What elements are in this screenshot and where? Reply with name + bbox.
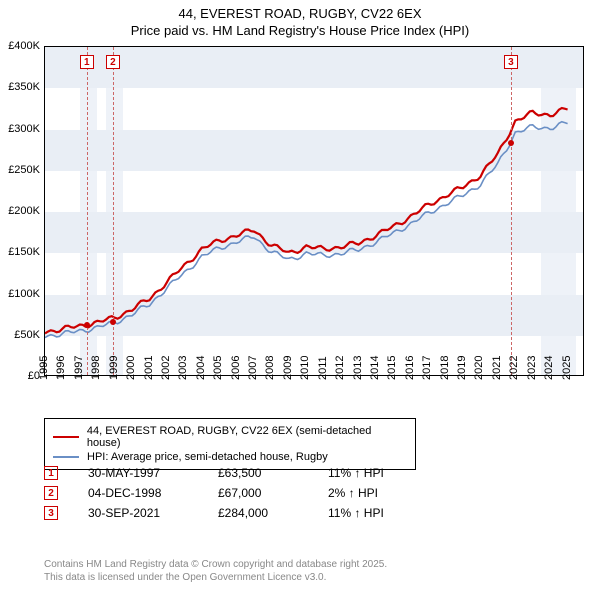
x-tick-label: 2018 [439, 356, 451, 380]
x-tick-label: 2000 [125, 356, 137, 380]
x-tick-label: 2012 [334, 356, 346, 380]
series-line [45, 108, 568, 333]
x-tick-label: 2001 [143, 356, 155, 380]
legend-swatch [53, 456, 79, 458]
title-address: 44, EVEREST ROAD, RUGBY, CV22 6EX [0, 6, 600, 21]
sale-price: £67,000 [218, 486, 298, 500]
x-tick-label: 2015 [386, 356, 398, 380]
y-tick-label: £100K [8, 288, 40, 300]
x-tick-label: 2016 [404, 356, 416, 380]
x-tick-label: 1997 [73, 356, 85, 380]
sale-row: 2 04-DEC-1998 £67,000 2% ↑ HPI [44, 486, 428, 500]
y-tick-label: £250K [8, 164, 40, 176]
plot-region: 12 3 [44, 46, 584, 376]
x-tick-label: 2011 [317, 356, 329, 380]
x-tick-label: 2017 [421, 356, 433, 380]
sale-change: 11% ↑ HPI [328, 466, 428, 480]
x-tick-label: 1995 [38, 356, 50, 380]
x-tick-label: 2020 [473, 356, 485, 380]
sale-dot [84, 322, 90, 328]
footer-line1: Contains HM Land Registry data © Crown c… [44, 558, 387, 571]
sale-date: 04-DEC-1998 [88, 486, 188, 500]
sale-price: £284,000 [218, 506, 298, 520]
x-tick-label: 2013 [352, 356, 364, 380]
sale-row-marker: 3 [44, 506, 58, 520]
x-tick-label: 2008 [264, 356, 276, 380]
footer-attribution: Contains HM Land Registry data © Crown c… [44, 558, 387, 584]
sale-change: 2% ↑ HPI [328, 486, 428, 500]
sale-dot [508, 140, 514, 146]
sale-vline [511, 47, 512, 375]
title-subtitle: Price paid vs. HM Land Registry's House … [0, 23, 600, 38]
sale-price: £63,500 [218, 466, 298, 480]
sale-vline [113, 47, 114, 375]
x-tick-label: 2021 [491, 356, 503, 380]
line-layer [45, 47, 584, 376]
sale-marker: 2 [106, 55, 120, 69]
chart-area: 123 £0£50K£100K£150K£200K£250K£300K£350K… [44, 46, 584, 376]
sale-marker: 3 [504, 55, 518, 69]
sale-row-marker: 2 [44, 486, 58, 500]
sale-change: 11% ↑ HPI [328, 506, 428, 520]
legend-row: 44, EVEREST ROAD, RUGBY, CV22 6EX (semi-… [53, 425, 407, 449]
x-tick-label: 2024 [543, 356, 555, 380]
sale-row: 3 30-SEP-2021 £284,000 11% ↑ HPI [44, 506, 428, 520]
legend-swatch [53, 436, 79, 438]
x-tick-label: 2010 [299, 356, 311, 380]
x-tick-label: 2009 [282, 356, 294, 380]
x-tick-label: 2005 [212, 356, 224, 380]
sale-row-marker: 1 [44, 466, 58, 480]
x-tick-label: 2025 [561, 356, 573, 380]
sale-date: 30-MAY-1997 [88, 466, 188, 480]
x-tick-label: 2002 [160, 356, 172, 380]
y-tick-label: £300K [8, 123, 40, 135]
footer-line2: This data is licensed under the Open Gov… [44, 571, 387, 584]
legend-label: 44, EVEREST ROAD, RUGBY, CV22 6EX (semi-… [87, 425, 407, 449]
x-tick-label: 1999 [108, 356, 120, 380]
sale-dot [110, 319, 116, 325]
chart-title-block: 44, EVEREST ROAD, RUGBY, CV22 6EX Price … [0, 0, 600, 38]
x-tick-label: 2019 [456, 356, 468, 380]
x-tick-label: 2003 [177, 356, 189, 380]
y-tick-label: £350K [8, 81, 40, 93]
x-tick-label: 1998 [90, 356, 102, 380]
sale-row: 1 30-MAY-1997 £63,500 11% ↑ HPI [44, 466, 428, 480]
x-tick-label: 1996 [55, 356, 67, 380]
sale-marker: 1 [80, 55, 94, 69]
x-tick-label: 2014 [369, 356, 381, 380]
sales-table: 1 30-MAY-1997 £63,500 11% ↑ HPI 2 04-DEC-1998… [44, 460, 428, 526]
x-tick-label: 2006 [230, 356, 242, 380]
y-tick-label: £400K [8, 40, 40, 52]
series-line [45, 122, 568, 338]
x-tick-label: 2007 [247, 356, 259, 380]
y-tick-label: £150K [8, 246, 40, 258]
x-tick-label: 2023 [526, 356, 538, 380]
y-tick-label: £50K [14, 329, 40, 341]
x-tick-label: 2022 [508, 356, 520, 380]
sale-date: 30-SEP-2021 [88, 506, 188, 520]
x-tick-label: 2004 [195, 356, 207, 380]
y-tick-label: £200K [8, 205, 40, 217]
